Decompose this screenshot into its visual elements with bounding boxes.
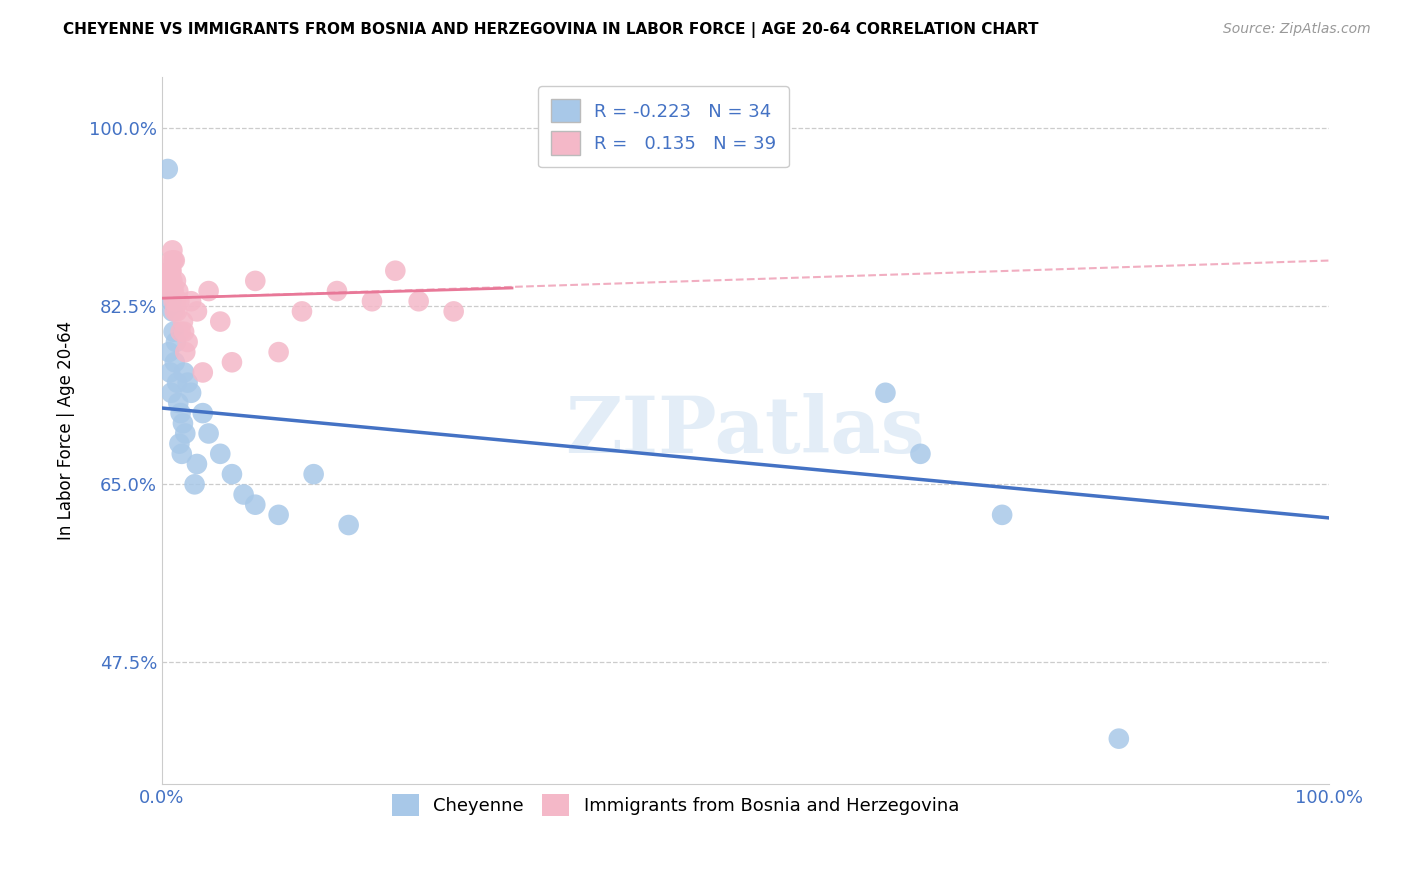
Point [162,304,184,318]
Point [160,263,183,277]
Point [159,366,181,380]
Point [1108,731,1130,746]
Point [361,294,384,309]
Point [245,498,267,512]
Point [180,294,202,309]
Point [166,376,188,390]
Point [443,304,465,318]
Point [232,487,254,501]
Point [165,274,187,288]
Point [221,355,243,369]
Point [167,284,190,298]
Point [384,263,406,277]
Point [173,325,195,339]
Point [159,263,181,277]
Point [160,263,183,277]
Point [209,447,232,461]
Point [157,345,180,359]
Point [245,274,267,288]
Point [160,294,183,309]
Point [991,508,1014,522]
Text: CHEYENNE VS IMMIGRANTS FROM BOSNIA AND HERZEGOVINA IN LABOR FORCE | AGE 20-64 CO: CHEYENNE VS IMMIGRANTS FROM BOSNIA AND H… [63,22,1039,38]
Point [221,467,243,482]
Point [156,161,179,176]
Point [302,467,325,482]
Point [191,406,214,420]
Legend: Cheyenne, Immigrants from Bosnia and Herzegovina: Cheyenne, Immigrants from Bosnia and Her… [382,785,967,825]
Point [169,406,191,420]
Point [174,345,197,359]
Point [180,385,202,400]
Point [162,284,184,298]
Text: ZIPatlas: ZIPatlas [565,393,925,469]
Point [174,426,197,441]
Point [209,315,232,329]
Point [162,244,184,258]
Point [165,294,187,309]
Point [170,447,193,461]
Point [191,366,214,380]
Point [267,508,290,522]
Point [159,274,181,288]
Point [165,334,187,349]
Point [197,284,219,298]
Y-axis label: In Labor Force | Age 20-64: In Labor Force | Age 20-64 [58,321,75,541]
Point [163,304,186,318]
Point [163,355,186,369]
Point [162,284,184,298]
Point [408,294,430,309]
Point [186,457,208,471]
Point [162,253,184,268]
Text: Source: ZipAtlas.com: Source: ZipAtlas.com [1223,22,1371,37]
Point [197,426,219,441]
Point [157,284,180,298]
Point [326,284,349,298]
Point [169,436,191,450]
Point [910,447,932,461]
Point [176,334,198,349]
Point [162,274,184,288]
Point [267,345,290,359]
Point [160,385,183,400]
Point [172,315,194,329]
Point [183,477,205,491]
Point [162,294,184,309]
Point [875,385,897,400]
Point [162,325,184,339]
Point [176,376,198,390]
Point [160,253,183,268]
Point [167,396,190,410]
Point [169,325,191,339]
Point [163,253,186,268]
Point [173,366,195,380]
Point [337,518,360,533]
Point [169,294,191,309]
Point [156,274,179,288]
Point [166,304,188,318]
Point [172,417,194,431]
Point [291,304,314,318]
Point [186,304,208,318]
